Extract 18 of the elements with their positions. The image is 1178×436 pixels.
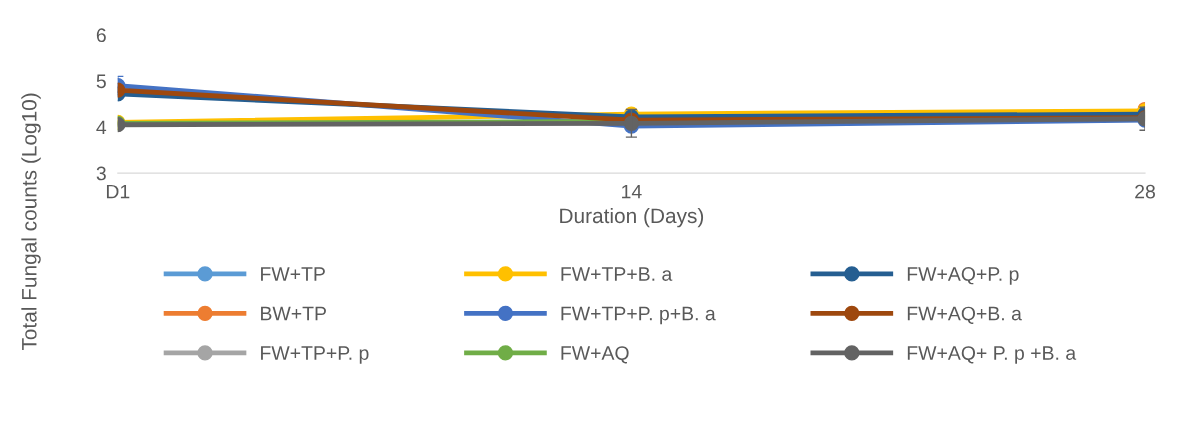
legend-label: BW+TP: [261, 306, 326, 321]
legend-label: FW+AQ+P. p: [907, 267, 1019, 285]
y-tick-label: 3: [96, 166, 106, 181]
y-tick-label: 5: [96, 74, 106, 89]
y-tick-label: 6: [96, 28, 106, 43]
legend-label: FW+AQ+ P. p +B. a: [907, 346, 1077, 364]
legend-label: FW+TP+P. p: [261, 346, 369, 364]
legend-label: FW+TP+P. p+B. a: [561, 306, 716, 325]
y-tick-label: 4: [96, 120, 107, 135]
legend-label: FW+TP: [261, 267, 325, 281]
y-axis-title: Total Fungal counts (Log10): [21, 93, 41, 351]
x-tick-label: D1: [106, 184, 130, 199]
legend-label: FW+AQ+B. a: [907, 306, 1022, 324]
x-tick-label: 14: [622, 184, 642, 199]
legend-label: FW+AQ: [561, 346, 629, 364]
legend-label: FW+TP+B. a: [561, 267, 673, 281]
x-axis-title: Duration (Days): [560, 207, 704, 228]
x-tick-label: 28: [1135, 184, 1155, 199]
